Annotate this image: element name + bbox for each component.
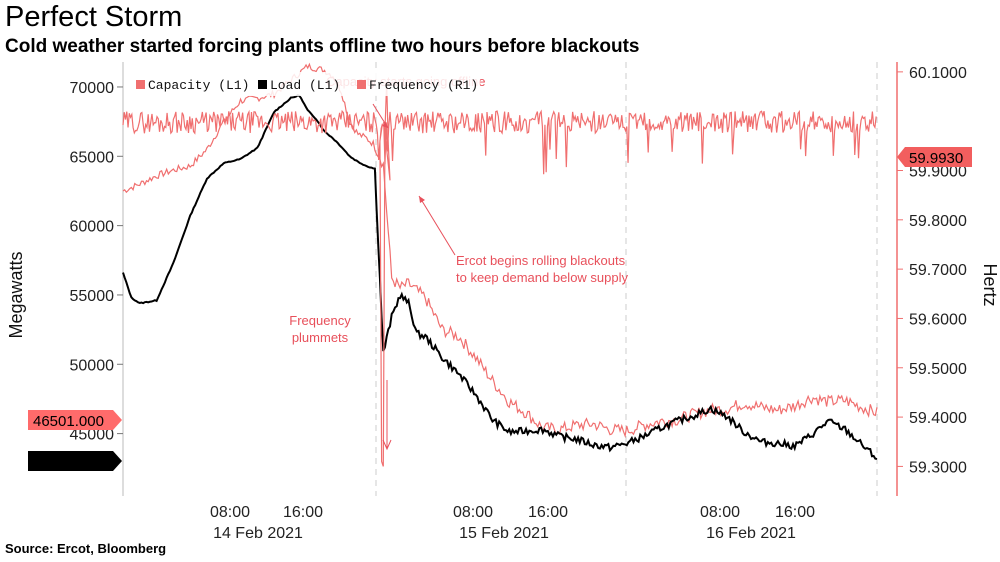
x-date-label: 14 Feb 2021 (213, 525, 303, 542)
load-last-tag: 43212.000 (28, 451, 122, 471)
series-frequency (122, 81, 877, 467)
chart-axes: 70000 65000 60000 55000 50000 45000 60.1000 59.… (6, 62, 1000, 542)
legend-label[interactable]: Frequency (R1) (369, 78, 478, 93)
annotation-arrowhead (382, 439, 392, 451)
last-value-tags: 46501.000 43212.000 59.9930 (28, 147, 972, 471)
x-time-label: 16:00 (528, 504, 568, 521)
last-value-tag-text: 46501.000 (33, 413, 104, 430)
chart-subtitle: Cold weather started forcing plants offl… (5, 36, 640, 57)
legend-background (128, 72, 480, 96)
x-time-label: 08:00 (453, 504, 493, 521)
legend-label[interactable]: Capacity (L1) (148, 78, 249, 93)
legend-swatch[interactable] (357, 80, 366, 89)
x-time-label: 08:00 (210, 504, 250, 521)
frequency-last-tag: 59.9930 (897, 147, 972, 167)
last-value-tag-bg (897, 147, 972, 167)
left-tick-label: 50000 (70, 357, 115, 374)
series-load (122, 94, 878, 460)
last-value-tag-bg (28, 410, 122, 430)
right-tick-label: 60.1000 (909, 65, 967, 82)
right-tick-label: 59.6000 (909, 311, 967, 328)
x-time-label: 16:00 (775, 504, 815, 521)
annotation-arrowhead (382, 122, 388, 128)
x-date-label: 16 Feb 2021 (706, 525, 796, 542)
y-axis-left-label: Megawatts (6, 251, 26, 338)
annotation-plummets: plummets (292, 330, 349, 345)
last-value-tag-text: 43212.000 (33, 454, 104, 471)
x-time-label: 08:00 (700, 504, 740, 521)
annotation-frequency: Frequency (289, 313, 351, 328)
left-tick-label: 65000 (70, 149, 115, 166)
legend-swatch[interactable] (258, 80, 267, 89)
y-axis-right-label: Hertz (980, 263, 1000, 306)
series-capacity (122, 62, 878, 439)
legend-swatch[interactable] (136, 80, 145, 89)
right-tick-label: 59.5000 (909, 361, 967, 378)
annotation-demand: to keep demand below supply (456, 270, 629, 285)
right-tick-label: 59.9000 (909, 164, 967, 181)
load-line (122, 94, 878, 460)
last-value-tag-text: 59.9930 (909, 150, 963, 167)
right-tick-label: 59.3000 (909, 459, 967, 476)
chart-legend[interactable]: Capacity (L1) Load (L1) Frequency (R1) (128, 72, 480, 96)
capacity-line (122, 62, 878, 439)
right-tick-label: 59.4000 (909, 410, 967, 427)
chart-annotations: Capacity starts going offlineErcot begin… (289, 74, 629, 451)
left-tick-label: 70000 (70, 80, 115, 97)
frequency-line (122, 81, 877, 467)
page-title: Perfect Storm (5, 1, 183, 33)
annotation-rolling-blackouts: Ercot begins rolling blackouts (456, 253, 626, 268)
annotation-arrowhead (419, 196, 425, 203)
right-tick-label: 59.7000 (909, 262, 967, 279)
legend-label[interactable]: Load (L1) (270, 78, 340, 93)
annotation-arrow (418, 195, 456, 256)
source-note: Source: Ercot, Bloomberg (5, 541, 167, 556)
x-time-label: 16:00 (283, 504, 323, 521)
left-tick-label: 45000 (70, 427, 115, 444)
right-tick-label: 59.8000 (909, 213, 967, 230)
x-date-label: 15 Feb 2021 (459, 525, 549, 542)
left-tick-label: 55000 (70, 288, 115, 305)
left-tick-label: 60000 (70, 219, 115, 236)
last-value-tag-bg (28, 451, 122, 471)
capacity-last-tag: 46501.000 (28, 410, 122, 430)
